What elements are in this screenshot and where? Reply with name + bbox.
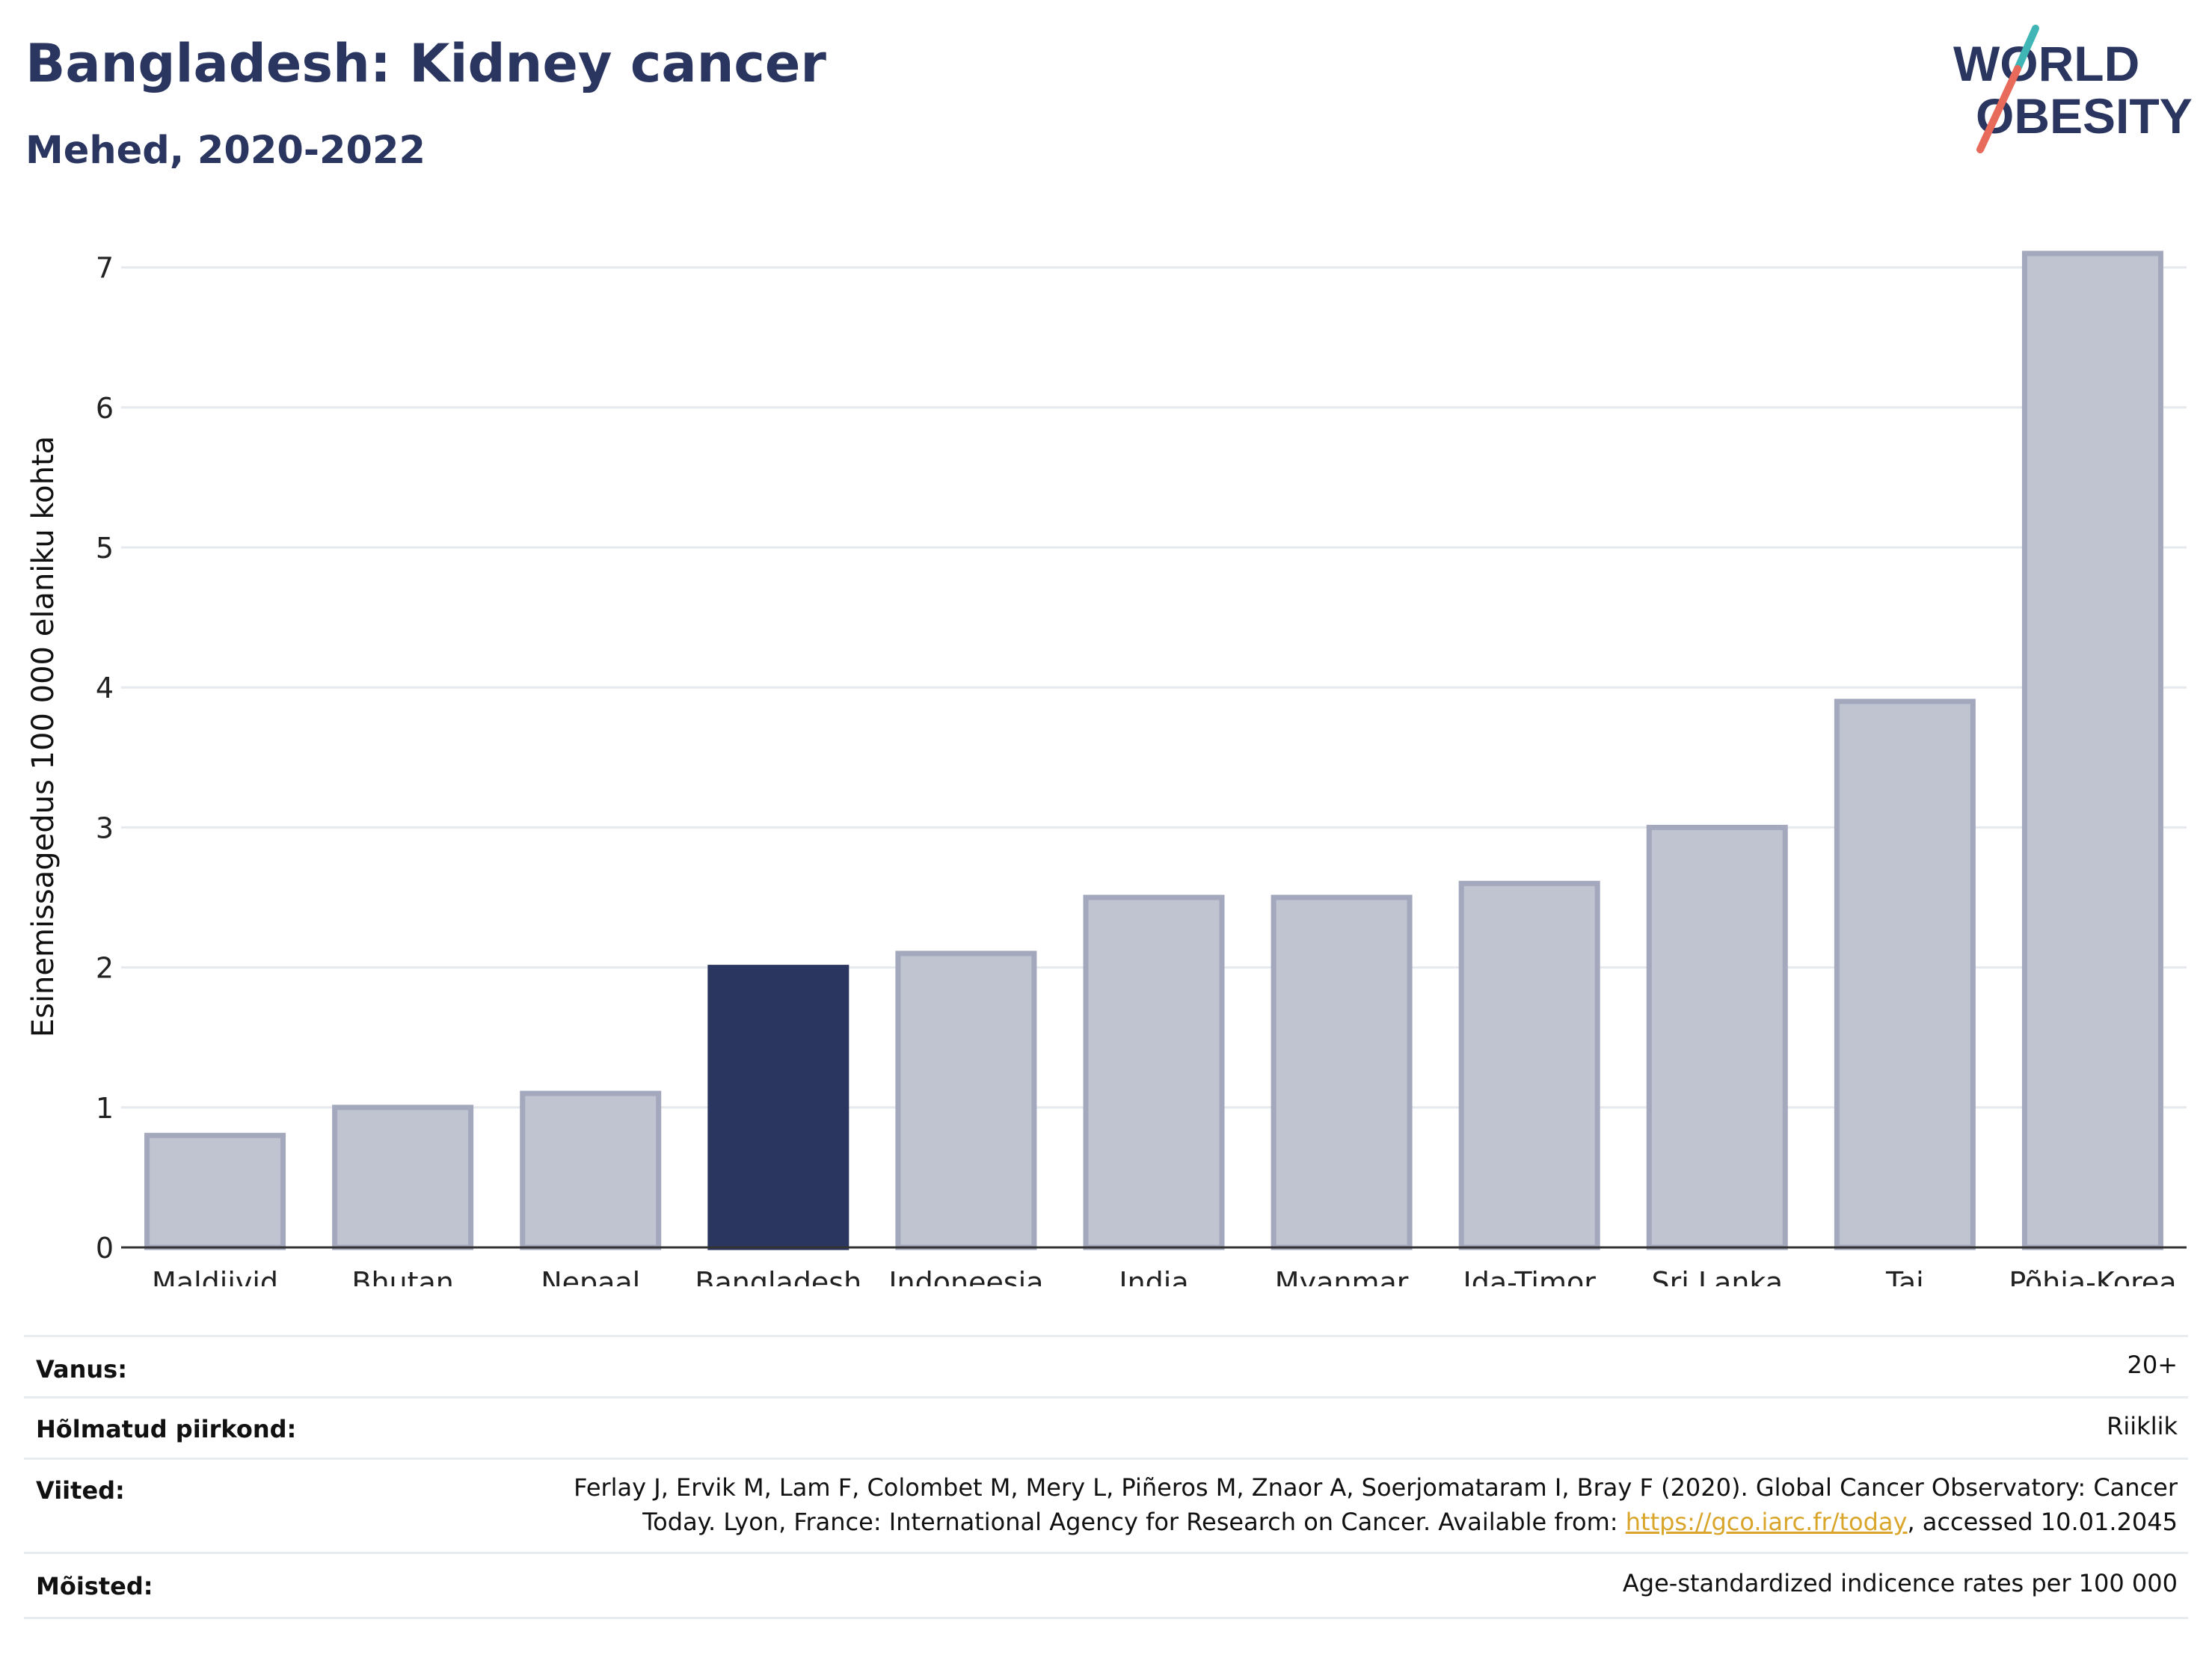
- bar-tai[interactable]: [1834, 698, 1976, 1250]
- bars: [144, 251, 2163, 1250]
- bar-ida-timor[interactable]: [1458, 880, 1600, 1250]
- x-tick-label: Põhja-Korea: [2009, 1266, 2176, 1286]
- y-tick-label: 3: [96, 811, 114, 844]
- x-tick-label: India: [1119, 1266, 1188, 1286]
- y-tick-label: 2: [96, 952, 114, 985]
- y-tick-label: 4: [96, 672, 114, 704]
- info-row-definitions: Mõisted: Age-standardized indicence rate…: [24, 1552, 2188, 1619]
- x-tick-label: Nepaal: [541, 1266, 640, 1286]
- references-line1: Ferlay J, Ervik M, Lam F, Colombet M, Me…: [574, 1473, 2178, 1502]
- bar-sri-lanka[interactable]: [1646, 824, 1788, 1250]
- y-tick-label: 6: [96, 392, 114, 425]
- age-value: 20+: [2127, 1351, 2178, 1379]
- x-tick-label: Myanmar: [1275, 1266, 1409, 1286]
- info-row-references: Viited: Ferlay J, Ervik M, Lam F, Colomb…: [24, 1458, 2188, 1554]
- x-tick-label: Indoneesia: [888, 1266, 1043, 1286]
- definitions-label: Mõisted:: [36, 1572, 153, 1600]
- references-line2: Today. Lyon, France: International Agenc…: [642, 1508, 2178, 1536]
- bar-nepaal[interactable]: [520, 1090, 662, 1250]
- bar-bangladesh[interactable]: [707, 965, 850, 1250]
- chart-subtitle: Mehed, 2020-2022: [25, 129, 425, 173]
- info-table: Vanus: 20+ Hõlmatud piirkond: Riiklik Vi…: [24, 1335, 2188, 1619]
- definitions-value: Age-standardized indicence rates per 100…: [1622, 1569, 2178, 1597]
- axes: 0 1 2 3 4 5 6 7 Maldiivid Bhutan Nepaal Bangladesh I…: [96, 252, 2187, 1286]
- info-row-region: Hõlmatud piirkond: Riiklik: [24, 1396, 2188, 1460]
- x-tick-label: Sri Lanka: [1651, 1266, 1783, 1286]
- references-text: Ferlay J, Ervik M, Lam F, Colombet M, Me…: [574, 1470, 2178, 1539]
- x-tick-label: Bhutan: [351, 1266, 454, 1286]
- y-tick-label: 0: [96, 1232, 114, 1265]
- bar-indoneesia[interactable]: [895, 951, 1037, 1250]
- bar-india[interactable]: [1083, 894, 1225, 1250]
- x-tick-label: Ida-Timor: [1463, 1266, 1597, 1286]
- age-label: Vanus:: [36, 1355, 128, 1384]
- svg-text:WORLD: WORLD: [1953, 36, 2139, 91]
- bar-myanmar[interactable]: [1271, 894, 1413, 1250]
- bar-maldiivid[interactable]: [144, 1132, 286, 1250]
- x-tick-label: Maldiivid: [152, 1266, 278, 1286]
- region-value: Riiklik: [2107, 1412, 2178, 1440]
- y-axis-label: Esinemissagedus 100 000 elaniku kohta: [26, 435, 61, 1038]
- bar-bhutan[interactable]: [332, 1105, 474, 1250]
- svg-text:OBESITY: OBESITY: [1976, 88, 2193, 144]
- chart-title: Bangladesh: Kidney cancer: [25, 33, 826, 94]
- world-obesity-logo: WORLD OBESITY: [1953, 25, 2193, 153]
- x-tick-label: Bangladesh: [695, 1266, 861, 1286]
- x-tick-label: Tai: [1885, 1266, 1924, 1286]
- bar-chart: 0 1 2 3 4 5 6 7 Maldiivid Bhutan Nepaal Bangladesh I…: [96, 251, 2187, 1286]
- references-label: Viited:: [36, 1476, 125, 1505]
- y-tick-label: 7: [96, 252, 114, 285]
- y-tick-label: 1: [96, 1092, 114, 1125]
- region-label: Hõlmatud piirkond:: [36, 1415, 297, 1443]
- reference-link[interactable]: https://gco.iarc.fr/today: [1625, 1508, 1908, 1536]
- bar-põhja-korea[interactable]: [2021, 251, 2163, 1250]
- info-row-age: Vanus: 20+: [24, 1335, 2188, 1398]
- y-tick-label: 5: [96, 532, 114, 565]
